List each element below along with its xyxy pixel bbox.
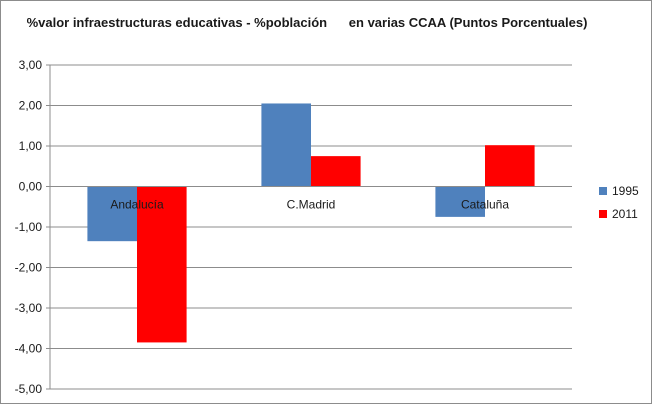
y-tick-label: -5,00 [15,382,43,396]
legend-label-1995: 1995 [612,184,639,198]
bar-1995-1 [261,103,311,187]
legend-item-2011: 2011 [599,207,638,221]
x-category-label: Cataluña [461,198,509,212]
legend-swatch-2011 [599,210,607,218]
y-tick-label: -2,00 [15,261,43,275]
y-tick-label: 0,00 [19,180,43,194]
legend-label-2011: 2011 [612,207,638,221]
x-category-label: Andalucía [110,198,164,212]
y-tick-label: -3,00 [15,301,43,315]
chart-title: %valor infraestructuras educativas - %po… [26,15,588,30]
bar-1995-2 [435,186,485,217]
x-category-label: C.Madrid [287,198,336,212]
bar-2011-1 [311,156,361,187]
y-tick-label: 3,00 [19,58,43,72]
y-tick-label: 1,00 [19,139,43,153]
legend-item-1995: 1995 [599,184,639,198]
y-tick-label: -4,00 [15,342,43,356]
bar-2011-0 [137,186,187,343]
bar-2011-2 [485,145,535,187]
bar-1995-0 [87,186,137,242]
y-tick-label: -1,00 [15,220,43,234]
legend-swatch-1995 [599,187,607,195]
y-tick-label: 2,00 [19,99,43,113]
